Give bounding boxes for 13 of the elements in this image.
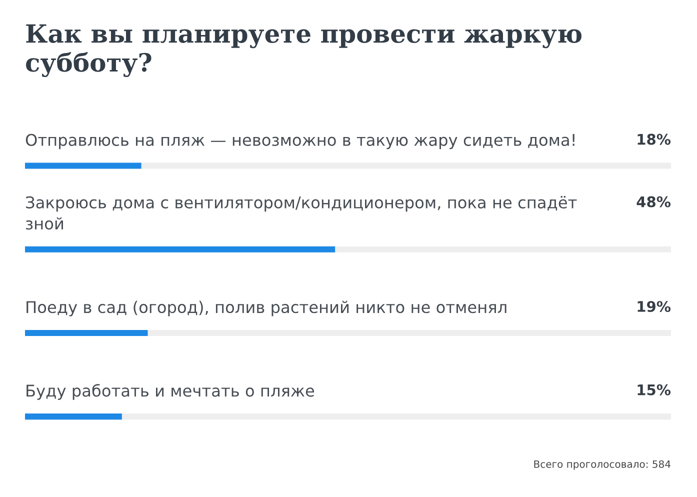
data-label: 15% bbox=[638, 384, 671, 396]
y-tick-label: Поеду в сад (огород), полив растений никто не отменял bbox=[26, 300, 506, 316]
y-tick-label: Отправлюсь на пляж — невозможно в такую жару сидеть дома! bbox=[26, 134, 574, 150]
data-label: 18% bbox=[638, 134, 671, 145]
bar bbox=[25, 414, 122, 420]
y-tick-label: Буду работать и мечтать о пляже bbox=[26, 384, 314, 400]
chart-title: Как вы планируете провести жаркую субботу? bbox=[26, 24, 582, 78]
bar bbox=[25, 330, 148, 336]
data-label: 19% bbox=[638, 300, 671, 312]
data-label: 48% bbox=[636, 196, 671, 208]
text: Всего проголосовало: 584 bbox=[534, 460, 670, 470]
bar bbox=[25, 162, 142, 169]
y-tick-label: Закроюсь дома с вентилятором/кондиционером, пока не спадёт зной bbox=[26, 196, 577, 230]
